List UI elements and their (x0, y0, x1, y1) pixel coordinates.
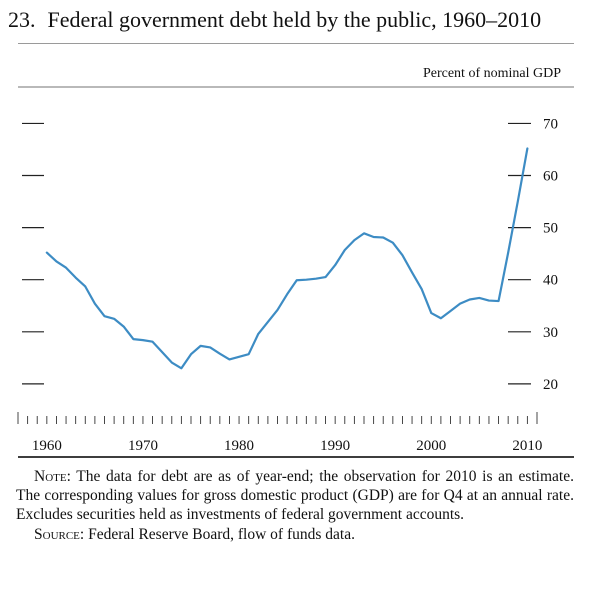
data-point (161, 351, 163, 353)
series-points (46, 147, 529, 369)
y-tick-label: 70 (543, 116, 558, 132)
x-tick-label: 1970 (128, 438, 158, 454)
series-line-debt (45, 147, 529, 370)
note-text: The data for debt are as of year-end; th… (16, 468, 574, 523)
y-tick-label: 40 (543, 273, 558, 289)
data-point (219, 352, 221, 354)
data-point (65, 267, 67, 269)
y-tick-label: 60 (543, 169, 558, 185)
note-label: Note: (34, 468, 71, 485)
data-point (459, 302, 461, 304)
x-axis-ticks (17, 412, 538, 424)
x-tick-labels: 1960 1970 1980 1990 2000 2010 (32, 438, 543, 454)
data-point (74, 276, 76, 278)
data-point (324, 276, 326, 278)
data-point (305, 279, 307, 281)
data-point (401, 254, 403, 256)
data-point (497, 300, 499, 302)
data-point (382, 236, 384, 238)
figure-title-text: Federal government debt held by the publ… (47, 7, 542, 32)
data-point (372, 236, 374, 238)
data-point (392, 242, 394, 244)
data-point (228, 358, 230, 360)
note-paragraph: Note: The data for debt are as of year-e… (16, 467, 574, 524)
data-point (353, 239, 355, 241)
left-y-ticks (22, 122, 44, 385)
data-point (411, 271, 413, 273)
data-point (526, 147, 528, 149)
y-tick-label: 30 (543, 325, 558, 341)
figure-number: 23. (8, 7, 36, 32)
y-tick-label: 20 (543, 377, 558, 393)
y-tick-labels: 20 30 40 50 60 70 (543, 116, 558, 392)
data-point (84, 285, 86, 287)
title-rule (18, 43, 574, 44)
data-point (296, 279, 298, 281)
data-point (94, 302, 96, 304)
data-point (420, 288, 422, 290)
x-tick-label: 2000 (416, 438, 446, 454)
source-label: Source: (34, 526, 85, 543)
data-point (469, 298, 471, 300)
right-y-ticks (508, 122, 531, 385)
x-tick-label: 1960 (32, 438, 62, 454)
data-point (199, 345, 201, 347)
data-point (517, 200, 519, 202)
y-tick-label: 50 (543, 221, 558, 237)
data-point (132, 338, 134, 340)
data-point (276, 309, 278, 311)
unit-label: Percent of nominal GDP (423, 66, 561, 81)
data-point (190, 353, 192, 355)
data-point (151, 341, 153, 343)
data-point (171, 361, 173, 363)
data-point (344, 249, 346, 251)
data-point (440, 317, 442, 319)
figure-title: 23. Federal government debt held by the p… (8, 6, 582, 34)
data-point (103, 315, 105, 317)
figure-notes: Note: The data for debt are as of year-e… (16, 467, 574, 544)
line-chart: Percent of nominal GDP 20 30 40 50 60 70 1960… (17, 66, 574, 458)
source-text: Federal Reserve Board, flow of funds dat… (84, 526, 355, 543)
data-point (449, 310, 451, 312)
data-point (430, 312, 432, 314)
data-point (238, 356, 240, 358)
source-paragraph: Source: Federal Reserve Board, flow of f… (16, 525, 574, 544)
data-point (257, 333, 259, 335)
data-point (315, 277, 317, 279)
data-point (286, 293, 288, 295)
data-point (488, 299, 490, 301)
data-point (363, 232, 365, 234)
data-point (507, 251, 509, 253)
x-tick-label: 1980 (224, 438, 254, 454)
x-tick-label: 1990 (320, 438, 350, 454)
data-point (142, 339, 144, 341)
data-point (247, 353, 249, 355)
data-point (123, 325, 125, 327)
x-tick-label: 2010 (512, 438, 542, 454)
data-point (334, 264, 336, 266)
data-point (55, 260, 57, 262)
data-point (113, 318, 115, 320)
data-point (46, 251, 48, 253)
data-point (180, 367, 182, 369)
data-point (209, 346, 211, 348)
data-point (478, 297, 480, 299)
data-point (267, 321, 269, 323)
